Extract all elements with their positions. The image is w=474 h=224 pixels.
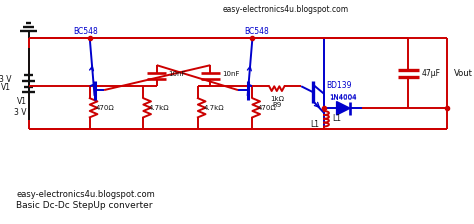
Text: BD139: BD139	[326, 82, 352, 90]
Text: R9: R9	[272, 101, 282, 108]
Text: 10nF: 10nF	[168, 71, 186, 77]
Text: 1kΩ: 1kΩ	[270, 96, 284, 102]
Text: BC548: BC548	[73, 27, 98, 36]
Text: V1: V1	[17, 97, 27, 106]
Text: 4.7kΩ: 4.7kΩ	[204, 105, 224, 111]
Text: L1: L1	[332, 114, 341, 123]
Text: Vout: Vout	[454, 69, 473, 78]
Text: V1: V1	[1, 83, 11, 92]
Text: 47μF: 47μF	[422, 69, 441, 78]
Text: 3 V: 3 V	[14, 108, 27, 117]
Text: 4.7kΩ: 4.7kΩ	[149, 105, 170, 111]
Text: 1N4004: 1N4004	[329, 95, 357, 101]
Text: 10nF: 10nF	[222, 71, 239, 77]
Text: Basic Dc-Dc StepUp converter: Basic Dc-Dc StepUp converter	[16, 201, 153, 210]
Polygon shape	[337, 101, 350, 115]
Text: easy-electronics4u.blogspot.com: easy-electronics4u.blogspot.com	[223, 6, 349, 15]
Text: BC548: BC548	[244, 27, 269, 36]
Text: easy-electronics4u.blogspot.com: easy-electronics4u.blogspot.com	[16, 190, 155, 198]
Text: 3 V: 3 V	[0, 75, 11, 84]
Text: 470Ω: 470Ω	[258, 105, 277, 111]
Text: 470Ω: 470Ω	[95, 105, 114, 111]
Text: 1N4004: 1N4004	[329, 94, 357, 100]
Text: L1: L1	[310, 120, 319, 129]
